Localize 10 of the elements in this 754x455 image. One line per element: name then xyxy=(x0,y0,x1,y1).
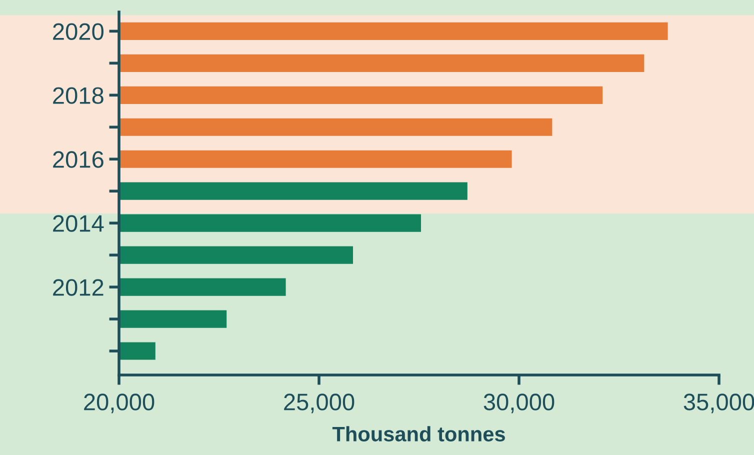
x-axis-title: Thousand tonnes xyxy=(332,426,505,442)
x-tick-label: 20,000 xyxy=(84,394,154,414)
x-tick-label: 35,000 xyxy=(684,394,754,414)
x-tick-label: 25,000 xyxy=(284,394,354,414)
y-tick-label: 2016 xyxy=(53,151,104,168)
y-tick-label: 2020 xyxy=(53,23,104,40)
y-tick-label: 2014 xyxy=(53,215,104,232)
y-tick-label: 2012 xyxy=(53,279,104,296)
x-tick-label: 30,000 xyxy=(484,394,554,414)
y-tick-label: 2018 xyxy=(53,87,104,104)
